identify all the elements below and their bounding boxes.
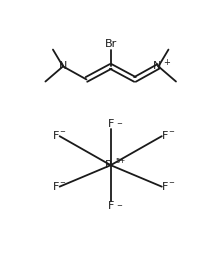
Text: F: F xyxy=(162,131,168,141)
Text: −: − xyxy=(116,121,122,127)
Text: P: P xyxy=(105,160,112,170)
Text: F: F xyxy=(53,182,60,192)
Text: −: − xyxy=(59,180,65,186)
Text: −: − xyxy=(168,129,174,135)
Text: −: − xyxy=(59,129,65,135)
Text: F: F xyxy=(53,131,60,141)
Text: +: + xyxy=(163,58,170,67)
Text: −: − xyxy=(116,203,122,209)
Text: F: F xyxy=(162,182,168,192)
Text: N: N xyxy=(152,61,161,72)
Text: F: F xyxy=(108,120,114,129)
Text: −: − xyxy=(168,180,174,186)
Text: Br: Br xyxy=(105,39,117,49)
Text: F: F xyxy=(108,201,114,211)
Text: N: N xyxy=(59,61,67,72)
Text: 5+: 5+ xyxy=(116,158,126,164)
